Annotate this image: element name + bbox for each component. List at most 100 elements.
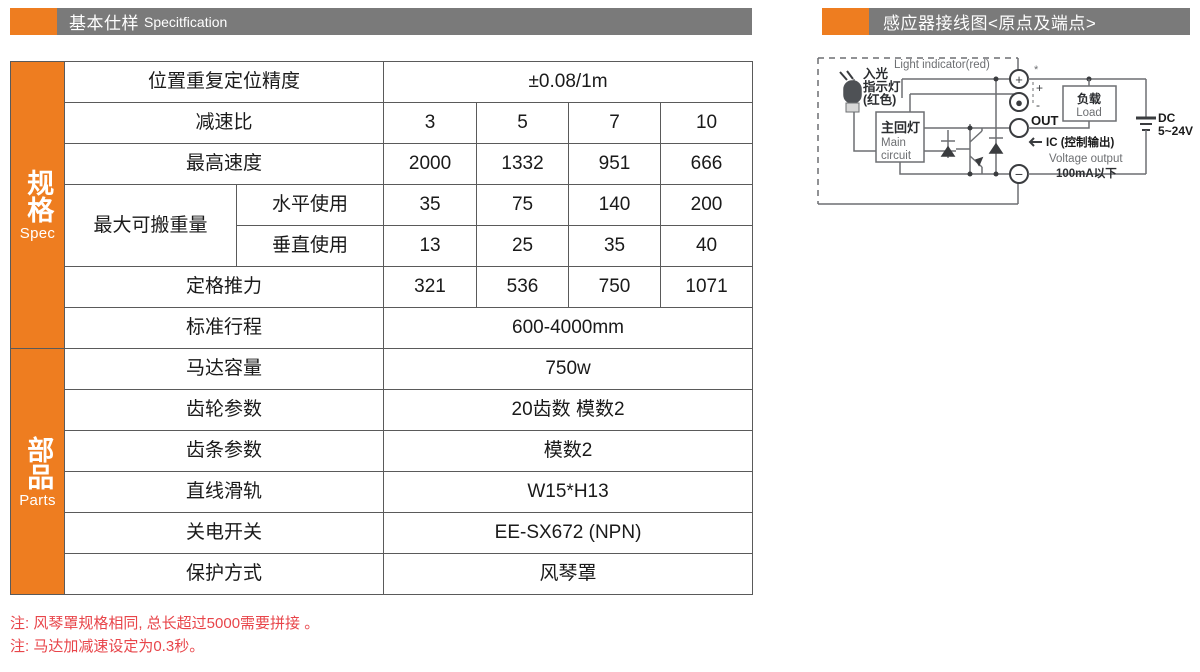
label-out: OUT <box>1031 113 1059 128</box>
terminal-minus-glyph: − <box>1015 166 1023 182</box>
table-row: 齿条参数 模数2 <box>11 430 754 472</box>
spec-header-title-cn: 基本仕样 <box>69 14 139 33</box>
table-row: 定格推力 321 536 750 1071 <box>11 266 754 308</box>
row-label-switch: 关电开关 <box>63 512 385 554</box>
cell-thrust-1: 321 <box>383 266 478 308</box>
wiring-header-title-cn: 感应器接线图<原点及端点> <box>883 14 1097 33</box>
row-value-rail: W15*H13 <box>383 471 754 513</box>
table-row: 部品 Parts 马达容量 750w <box>10 348 754 595</box>
wiring-header-body: 感应器接线图<原点及端点> <box>869 8 1190 35</box>
cell-load-h-1: 35 <box>383 184 478 226</box>
row-value-accuracy: ±0.08/1m <box>383 61 754 103</box>
cell-max-speed-3: 951 <box>568 143 662 185</box>
terminal-out-icon <box>1009 118 1029 138</box>
table-row: 垂直使用 13 25 35 40 <box>11 225 754 267</box>
row-label-motor: 马达容量 <box>63 348 385 390</box>
specification-table: 规格 Spec 位置重复定位精度 ±0.08/1m 减速比 3 5 7 10 最… <box>10 61 754 595</box>
label-main-en1: Main <box>881 137 906 149</box>
table-row: 最大可搬重量 水平使用 35 75 140 200 <box>11 184 754 267</box>
row-label-rail: 直线滑轨 <box>63 471 385 513</box>
table-row: 规格 Spec 位置重复定位精度 ±0.08/1m <box>10 61 754 349</box>
spec-section-header: 基本仕样 Specitfication <box>10 8 752 35</box>
cell-max-speed-4: 666 <box>660 143 754 185</box>
row-value-motor: 750w <box>383 348 754 390</box>
junction-dot <box>993 76 999 82</box>
label-light-indicator: Light indicator(red) <box>894 59 990 71</box>
table-row: 最高速度 2000 1332 951 666 <box>11 143 754 185</box>
spec-header-body: 基本仕样 Specitfication <box>57 8 752 35</box>
cell-thrust-4: 1071 <box>660 266 754 308</box>
cell-load-h-4: 200 <box>660 184 754 226</box>
cell-ratio-4: 10 <box>660 102 754 144</box>
row-label-protection: 保护方式 <box>63 553 385 595</box>
footer-notes: 注: 风琴罩规格相同, 总长超过5000需要拼接 。 注: 马达加减速设定为0.… <box>10 612 319 659</box>
label-plus-sign: + <box>1036 81 1043 95</box>
label-lamp-cn1: 入光 <box>863 66 889 81</box>
wiring-section-header: 感应器接线图<原点及端点> <box>822 8 1190 35</box>
terminal-mid-icon <box>1009 92 1029 112</box>
main-circuit-box <box>875 111 925 163</box>
cell-load-v-2: 25 <box>476 225 570 267</box>
group-label-cn: 部品 <box>23 435 54 490</box>
label-dc-1: DC <box>1158 111 1176 125</box>
junction-dot <box>993 171 999 177</box>
table-row: 直线滑轨 W15*H13 <box>11 471 754 513</box>
label-ic: IC (控制输出) <box>1046 135 1115 149</box>
table-row: 齿轮参数 20齿数 模数2 <box>11 389 754 431</box>
table-row: 减速比 3 5 7 10 <box>11 102 754 144</box>
led-base-icon <box>845 102 860 113</box>
row-value-gear: 20齿数 模数2 <box>383 389 754 431</box>
transistor-arrow-icon <box>974 156 984 167</box>
row-label-load: 最大可搬重量 <box>64 184 237 267</box>
cell-max-speed-1: 2000 <box>383 143 478 185</box>
junction-dot <box>967 125 973 131</box>
zener-diode-icon <box>940 145 956 157</box>
ic-arrow-icon <box>1028 137 1042 147</box>
label-current-limit: 100mA以下 <box>1056 167 1117 180</box>
cell-ratio-1: 3 <box>383 102 478 144</box>
table-row: 关电开关 EE-SX672 (NPN) <box>11 512 754 554</box>
cell-max-speed-2: 1332 <box>476 143 570 185</box>
row-value-stroke: 600-4000mm <box>383 307 754 349</box>
protection-diode-icon <box>988 142 1004 154</box>
cell-load-v-4: 40 <box>660 225 754 267</box>
orange-tab-accent <box>10 8 57 35</box>
row-label-ratio: 减速比 <box>63 102 385 144</box>
row-sublabel-vertical: 垂直使用 <box>235 225 385 267</box>
terminal-plus-glyph: + <box>1015 72 1023 87</box>
row-value-protection: 风琴罩 <box>383 553 754 595</box>
wire-bottom-rail <box>899 162 1018 175</box>
group-cell-parts: 部品 Parts <box>10 348 65 595</box>
group-label-en: Parts <box>19 491 56 509</box>
led-indicator-icon <box>843 80 862 104</box>
cell-load-v-3: 35 <box>568 225 662 267</box>
label-main-cn: 主回灯 <box>881 120 920 135</box>
sensor-wiring-diagram: + ● − Light indicator(red) 入光 指示灯 (红色) 主… <box>806 46 1198 222</box>
cell-ratio-3: 7 <box>568 102 662 144</box>
label-load-en: Load <box>1076 107 1102 119</box>
orange-tab-accent <box>822 8 869 35</box>
group-cell-spec: 规格 Spec <box>10 61 65 349</box>
row-label-thrust: 定格推力 <box>63 266 385 308</box>
cell-ratio-2: 5 <box>476 102 570 144</box>
row-label-gear: 齿轮参数 <box>63 389 385 431</box>
terminal-mid-glyph: ● <box>1015 95 1023 110</box>
row-label-stroke: 标准行程 <box>63 307 385 349</box>
note-line-2: 注: 马达加减速设定为0.3秒。 <box>10 638 205 656</box>
label-asterisk: * <box>1034 64 1039 76</box>
cell-load-h-2: 75 <box>476 184 570 226</box>
note-line-1: 注: 风琴罩规格相同, 总长超过5000需要拼接 。 <box>10 615 320 632</box>
row-label-rack: 齿条参数 <box>63 430 385 472</box>
row-value-rack: 模数2 <box>383 430 754 472</box>
label-minus-sign: - <box>1036 98 1040 112</box>
label-dc-2: 5~24V <box>1158 124 1193 138</box>
label-lamp-cn2: 指示灯 <box>863 79 901 94</box>
cell-load-h-3: 140 <box>568 184 662 226</box>
table-row: 保护方式 风琴罩 <box>11 553 754 595</box>
row-sublabel-horizontal: 水平使用 <box>235 184 385 226</box>
label-voltage-output: Voltage output <box>1049 153 1123 165</box>
spec-header-title-en: Specitfication <box>144 13 228 30</box>
cell-load-v-1: 13 <box>383 225 478 267</box>
label-load-cn: 负载 <box>1077 91 1101 106</box>
